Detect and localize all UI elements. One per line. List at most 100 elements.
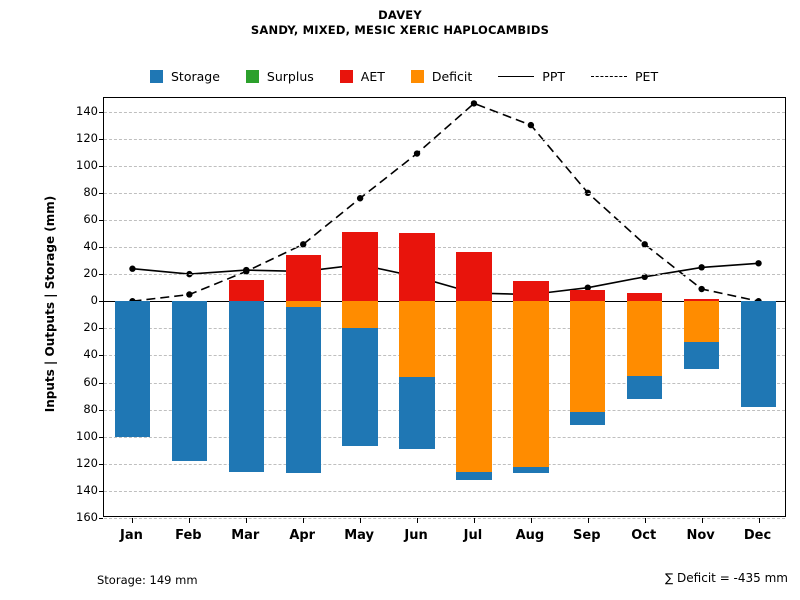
gridline [104, 518, 785, 519]
y-tick-label: 40 [83, 347, 98, 362]
x-tick-mark [132, 518, 134, 523]
gridline [104, 436, 785, 438]
legend-item-deficit[interactable]: Deficit [410, 69, 472, 84]
x-tick-label-jun: Jun [404, 528, 428, 543]
legend-label-storage: Storage [171, 69, 220, 84]
y-tick-label: 0 [90, 293, 98, 308]
y-tick-mark [99, 490, 103, 492]
bar-storage [228, 301, 264, 472]
legend-item-pet[interactable]: PET [591, 69, 658, 84]
bar-aet [456, 252, 492, 302]
x-tick-mark [246, 518, 248, 523]
legend-swatch-deficit [410, 70, 424, 83]
bar-storage [740, 301, 777, 407]
gridline [104, 463, 785, 465]
gridline [104, 165, 785, 167]
y-tick-label: 120 [76, 130, 98, 145]
bar-storage [114, 301, 151, 437]
y-tick-mark [99, 165, 103, 167]
gridline [104, 274, 785, 276]
legend-item-storage[interactable]: Storage [150, 69, 220, 84]
ppt-line [132, 262, 759, 296]
series-overlay [129, 100, 762, 305]
x-tick-mark [360, 518, 362, 523]
y-tick-label: 60 [83, 374, 98, 389]
y-tick-mark [99, 301, 103, 303]
y-tick-label: 80 [83, 184, 98, 199]
ppt-line-marker [129, 265, 136, 272]
bar-deficit [513, 301, 549, 467]
y-tick-mark [99, 436, 103, 438]
chart-title-line1: DAVEY [378, 8, 422, 22]
pet-line-marker [186, 291, 193, 298]
bar-aet [627, 293, 663, 302]
y-tick-label: 100 [76, 157, 98, 172]
x-tick-label-may: May [344, 528, 375, 543]
legend-swatch-aet [339, 70, 353, 83]
bar-deficit [399, 301, 435, 378]
x-tick-mark [417, 518, 419, 523]
x-tick-mark [701, 518, 703, 523]
y-tick-mark [99, 247, 103, 249]
storage-footnote: Storage: 149 mm [97, 573, 198, 587]
bar-deficit [683, 301, 720, 342]
bar-aet [342, 232, 378, 302]
y-tick-mark [99, 274, 103, 276]
legend-swatch-storage [150, 70, 163, 83]
pet-line [132, 102, 759, 302]
legend-line-pet [591, 76, 628, 77]
x-tick-label-nov: Nov [686, 528, 715, 543]
x-tick-label-sep: Sep [573, 528, 601, 543]
bar-storage [171, 301, 207, 462]
bar-aet [570, 290, 606, 302]
x-tick-label-dec: Dec [743, 528, 772, 543]
pet-line-marker [698, 285, 705, 293]
chart-legend: Storage Surplus AET Deficit PPT PET [150, 69, 684, 84]
bar-aet [683, 298, 720, 302]
chart-title-line2: SANDY, MIXED, MESIC XERIC HAPLOCAMBIDS [250, 23, 550, 37]
legend-item-surplus[interactable]: Surplus [245, 69, 314, 84]
y-tick-mark [99, 219, 103, 221]
bar-deficit [627, 301, 663, 376]
bar-deficit [456, 301, 492, 472]
x-tick-label-jan: Jan [120, 528, 143, 543]
pet-line-marker [641, 241, 648, 248]
y-tick-mark [99, 463, 103, 465]
y-tick-mark [99, 355, 103, 357]
y-tick-mark [99, 409, 103, 411]
x-tick-mark [644, 518, 646, 523]
gridline [104, 355, 785, 357]
bar-deficit [570, 301, 606, 413]
pet-line-marker [470, 100, 478, 107]
y-tick-label: 100 [76, 428, 98, 443]
bar-aet [399, 233, 435, 302]
legend-item-aet[interactable]: AET [339, 69, 385, 84]
bar-aet [513, 280, 549, 302]
ppt-line-marker [243, 266, 250, 274]
y-tick-label: 120 [76, 455, 98, 470]
x-tick-mark [530, 518, 532, 523]
y-tick-mark [99, 138, 103, 140]
y-tick-mark [99, 111, 103, 113]
gridline [104, 490, 785, 492]
x-tick-label-mar: Mar [231, 528, 260, 543]
legend-line-ppt [498, 76, 535, 77]
legend-label-aet: AET [360, 69, 385, 84]
y-tick-label: 40 [83, 239, 98, 254]
pet-line-marker [300, 241, 307, 248]
gridline [104, 328, 785, 330]
x-tick-label-feb: Feb [175, 528, 202, 543]
plot-area [99, 97, 786, 523]
ppt-line-marker [698, 264, 705, 271]
x-tick-label-apr: Apr [289, 528, 316, 543]
bar-aet [228, 279, 264, 302]
x-tick-mark [758, 518, 760, 523]
legend-label-surplus: Surplus [266, 69, 314, 84]
bar-storage [285, 301, 321, 474]
legend-item-ppt[interactable]: PPT [498, 69, 565, 84]
y-tick-label: 60 [83, 211, 98, 226]
legend-swatch-surplus [245, 70, 259, 83]
x-tick-label-jul: Jul [463, 528, 483, 543]
bar-deficit [342, 301, 378, 329]
